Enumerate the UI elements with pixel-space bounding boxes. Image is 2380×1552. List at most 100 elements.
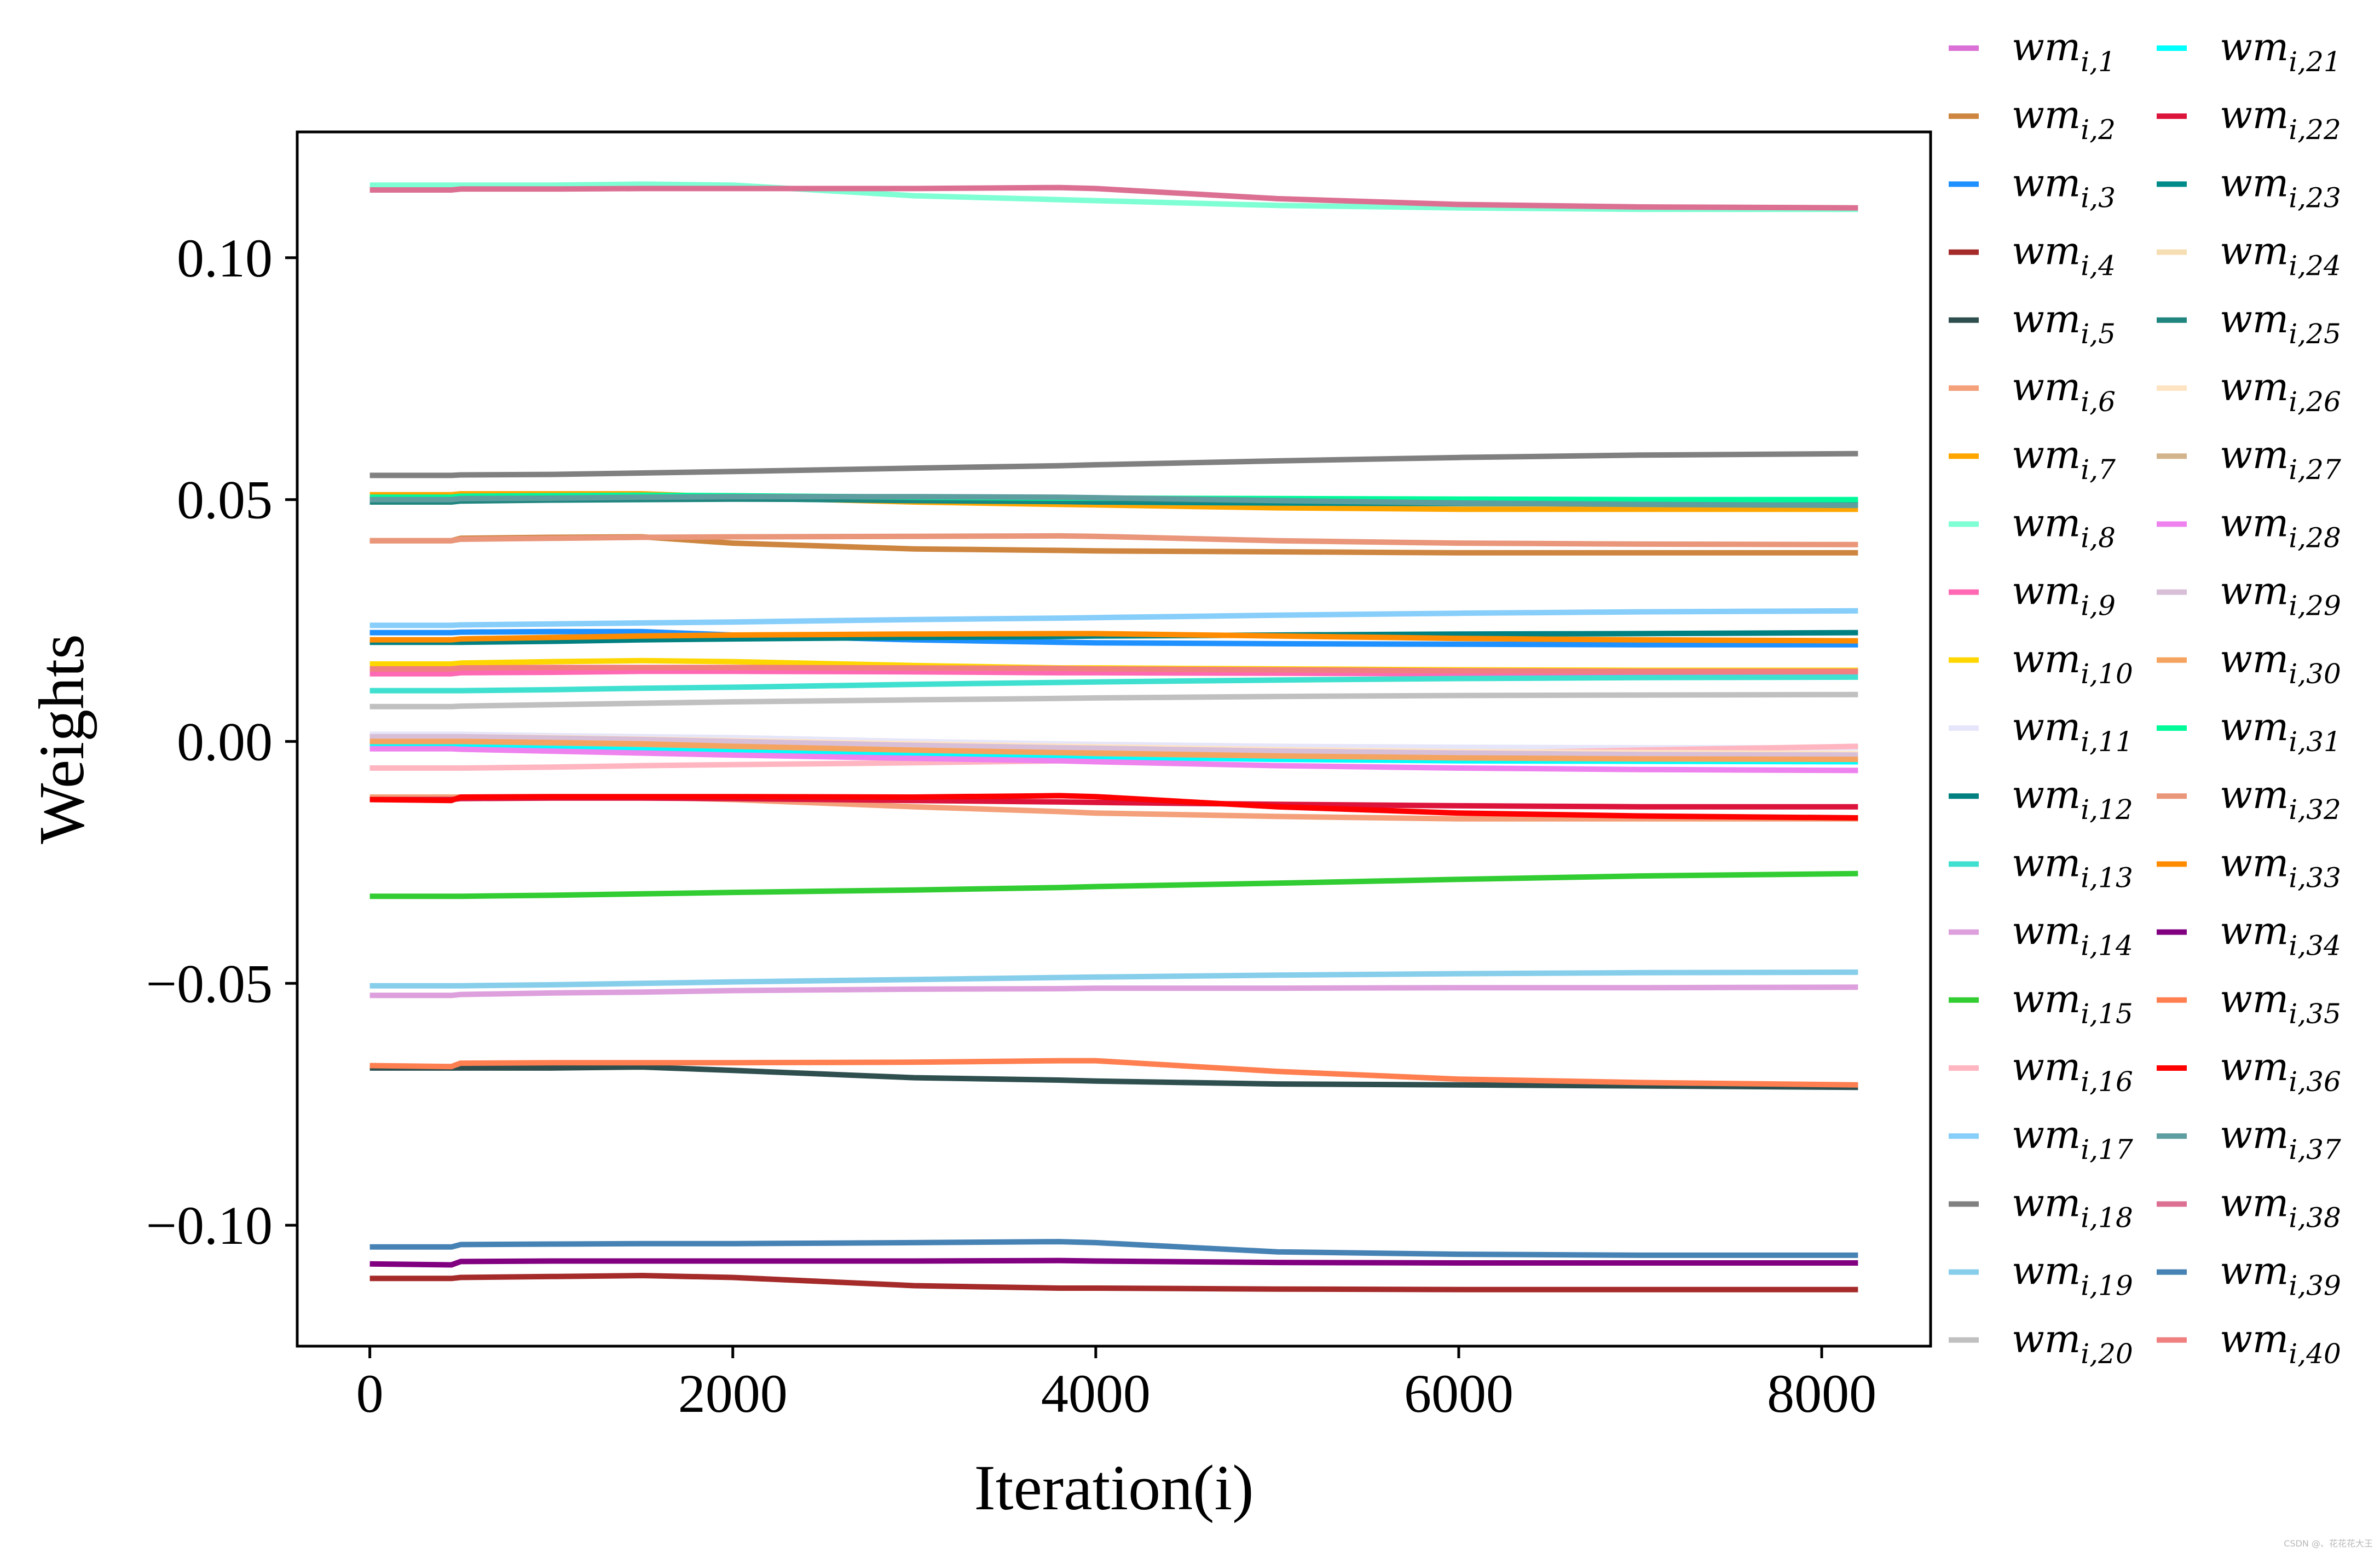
series-line-wm-12	[369, 630, 1858, 645]
legend-label-base: wm	[2220, 160, 2289, 205]
legend-label-subscript: i,16	[2081, 1066, 2133, 1098]
series-line-wm-32	[369, 533, 1858, 547]
series-line-wm-17	[369, 608, 1858, 628]
y-axis-label: Weights	[26, 634, 97, 844]
series-line-wm-15	[369, 870, 1858, 899]
legend-label-base: wm	[2012, 569, 2081, 614]
legend-label-wm-27: wmi,27	[2220, 432, 2341, 486]
legend-label-wm-21: wmi,21	[2220, 25, 2341, 78]
legend-label-wm-11: wmi,11	[2012, 705, 2133, 758]
legend-label-base: wm	[2220, 1112, 2289, 1157]
legend-label-subscript: i,22	[2289, 114, 2341, 146]
series-line-wm-34	[369, 1257, 1858, 1268]
legend-label-wm-3: wmi,3	[2012, 160, 2116, 214]
x-tick-label: 4000	[1041, 1363, 1151, 1424]
legend-label-wm-17: wmi,17	[2012, 1112, 2133, 1166]
legend-label-subscript: i,39	[2289, 1270, 2341, 1302]
legend-label-wm-35: wmi,35	[2220, 977, 2341, 1030]
legend-label-subscript: i,21	[2289, 46, 2341, 78]
legend-label-wm-30: wmi,30	[2220, 637, 2341, 690]
legend-label-subscript: i,9	[2081, 590, 2116, 622]
y-tick-label: 0.00	[177, 711, 273, 772]
legend-label-base: wm	[2012, 840, 2081, 885]
legend-label-subscript: i,2	[2081, 114, 2116, 146]
legend-label-base: wm	[2220, 365, 2289, 409]
legend-label-base: wm	[2012, 93, 2081, 137]
legend-label-base: wm	[2012, 1249, 2081, 1294]
legend-label-subscript: i,24	[2289, 250, 2341, 282]
series-line-wm-21	[369, 741, 1858, 765]
legend-label-base: wm	[2220, 229, 2289, 274]
legend-label-base: wm	[2220, 1045, 2289, 1089]
legend-label-subscript: i,38	[2289, 1202, 2341, 1233]
series-line-wm-36	[369, 793, 1858, 821]
legend-label-subscript: i,20	[2081, 1338, 2133, 1370]
legend-label-base: wm	[2012, 705, 2081, 749]
legend-label-subscript: i,27	[2289, 454, 2341, 486]
legend: wmi,1wmi,2wmi,3wmi,4wmi,5wmi,6wmi,7wmi,8…	[1949, 25, 2341, 1370]
legend-label-base: wm	[2012, 1317, 2081, 1361]
watermark: CSDN @、花花花大王	[2284, 1538, 2373, 1549]
series-line-wm-4	[369, 1273, 1858, 1293]
legend-label-base: wm	[2220, 1249, 2289, 1294]
series-line-wm-19	[369, 969, 1858, 989]
legend-label-base: wm	[2220, 705, 2289, 749]
legend-label-subscript: i,40	[2289, 1338, 2341, 1370]
y-tick-label: 0.10	[177, 228, 273, 289]
legend-label-base: wm	[2220, 25, 2289, 70]
legend-label-base: wm	[2012, 297, 2081, 342]
legend-label-subscript: i,30	[2289, 658, 2341, 690]
legend-label-subscript: i,26	[2289, 386, 2341, 418]
legend-label-wm-36: wmi,36	[2220, 1045, 2341, 1098]
legend-label-wm-10: wmi,10	[2012, 637, 2133, 690]
legend-label-subscript: i,5	[2081, 318, 2116, 350]
legend-label-wm-8: wmi,8	[2012, 500, 2116, 553]
series-line-wm-39	[369, 1239, 1858, 1258]
legend-label-wm-32: wmi,32	[2220, 772, 2341, 826]
series-line-wm-33	[369, 631, 1858, 644]
legend-label-wm-29: wmi,29	[2220, 569, 2341, 622]
legend-label-wm-34: wmi,34	[2220, 909, 2341, 962]
series-line-wm-37	[369, 494, 1858, 509]
legend-label-wm-26: wmi,26	[2220, 365, 2341, 418]
legend-label-base: wm	[2012, 1045, 2081, 1089]
legend-label-wm-1: wmi,1	[2012, 25, 2116, 78]
legend-label-wm-15: wmi,15	[2012, 977, 2133, 1030]
x-tick-label: 2000	[678, 1363, 788, 1424]
legend-label-wm-5: wmi,5	[2012, 297, 2116, 350]
series-line-wm-9	[369, 668, 1858, 677]
legend-label-base: wm	[2220, 1317, 2289, 1361]
legend-label-base: wm	[2220, 840, 2289, 885]
legend-label-subscript: i,17	[2081, 1134, 2133, 1166]
legend-label-base: wm	[2012, 637, 2081, 682]
legend-label-subscript: i,7	[2081, 454, 2116, 486]
legend-label-wm-38: wmi,38	[2220, 1180, 2341, 1233]
legend-label-wm-40: wmi,40	[2220, 1317, 2341, 1370]
legend-label-base: wm	[2012, 977, 2081, 1022]
legend-label-wm-16: wmi,16	[2012, 1045, 2133, 1098]
legend-label-wm-39: wmi,39	[2220, 1249, 2341, 1302]
y-tick-label: −0.10	[146, 1195, 273, 1256]
legend-label-base: wm	[2012, 909, 2081, 954]
y-axis: 0.10 0.05 0.00 −0.05 −0.10	[146, 228, 297, 1256]
legend-label-wm-7: wmi,7	[2012, 432, 2116, 486]
series-line-wm-29	[369, 734, 1858, 758]
y-tick-label: −0.05	[146, 953, 273, 1014]
legend-label-wm-14: wmi,14	[2012, 909, 2133, 962]
legend-label-wm-23: wmi,23	[2220, 160, 2341, 214]
legend-label-wm-6: wmi,6	[2012, 365, 2116, 418]
legend-label-wm-33: wmi,33	[2220, 840, 2341, 893]
legend-label-subscript: i,11	[2081, 726, 2133, 758]
series-line-wm-18	[369, 451, 1858, 478]
legend-label-base: wm	[2012, 25, 2081, 70]
legend-label-wm-19: wmi,19	[2012, 1249, 2133, 1302]
legend-label-base: wm	[2220, 93, 2289, 137]
legend-label-subscript: i,1	[2081, 46, 2116, 78]
legend-label-wm-9: wmi,9	[2012, 569, 2116, 622]
legend-label-subscript: i,4	[2081, 250, 2116, 282]
legend-label-base: wm	[2012, 1180, 2081, 1225]
legend-label-wm-37: wmi,37	[2220, 1112, 2341, 1166]
legend-label-subscript: i,15	[2081, 998, 2133, 1030]
x-tick-label: 0	[356, 1363, 384, 1424]
